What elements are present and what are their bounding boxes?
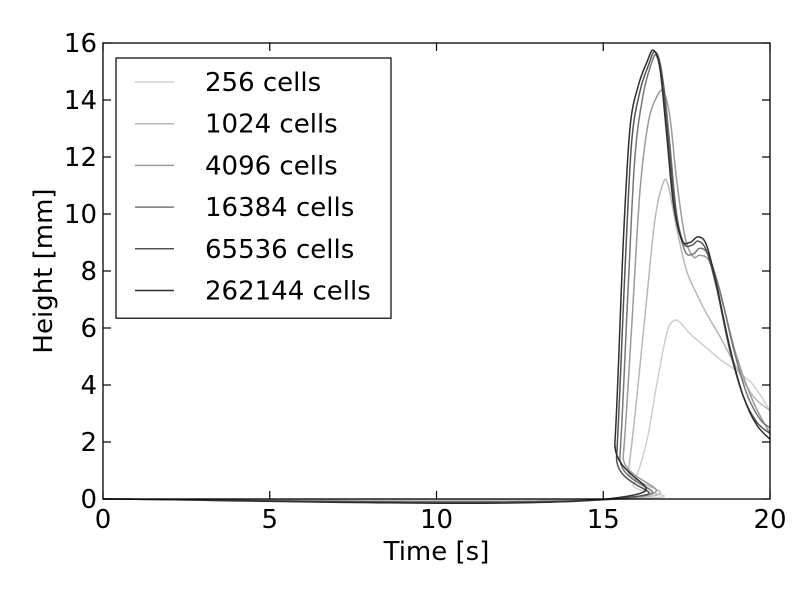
legend-label-2: 4096 cells bbox=[205, 151, 338, 181]
y-tick-label: 14 bbox=[64, 86, 97, 116]
y-tick-label: 4 bbox=[80, 371, 97, 401]
series-layer bbox=[102, 49, 771, 504]
x-tick-label: 0 bbox=[95, 505, 112, 535]
legend-label-1: 1024 cells bbox=[205, 110, 338, 140]
x-axis-label: Time [s] bbox=[383, 537, 490, 567]
legend-label-5: 262144 cells bbox=[205, 277, 371, 307]
y-tick-label: 6 bbox=[80, 314, 97, 344]
series-line-0 bbox=[102, 319, 771, 501]
y-tick-label: 8 bbox=[80, 257, 97, 287]
series-line-5 bbox=[102, 49, 771, 504]
y-tick-label: 10 bbox=[64, 200, 97, 230]
y-tick-label: 2 bbox=[80, 428, 97, 458]
y-tick-label: 16 bbox=[64, 29, 97, 59]
legend-label-0: 256 cells bbox=[205, 68, 321, 98]
y-tick-label: 0 bbox=[80, 485, 97, 515]
legend-label-3: 16384 cells bbox=[205, 193, 354, 223]
x-tick-label: 20 bbox=[753, 505, 786, 535]
x-tick-label: 10 bbox=[420, 505, 453, 535]
series-line-1 bbox=[102, 178, 771, 502]
y-axis-label: Height [mm] bbox=[29, 188, 59, 353]
x-tick-label: 5 bbox=[261, 505, 278, 535]
ticks-layer: 0 5 10 15 20 0 2 4 6 8 10 12 14 16 bbox=[64, 29, 787, 535]
legend: 256 cells 1024 cells 4096 cells 16384 cells… bbox=[115, 57, 392, 319]
y-tick-label: 12 bbox=[64, 143, 97, 173]
legend-label-4: 65536 cells bbox=[205, 235, 354, 265]
legend-box bbox=[115, 57, 392, 319]
x-tick-label: 15 bbox=[587, 505, 620, 535]
